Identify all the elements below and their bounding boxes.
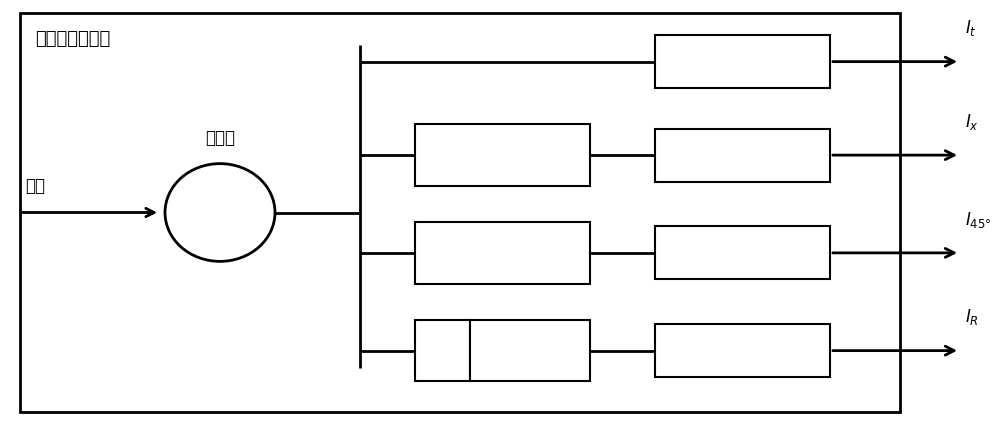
Text: $I_R$: $I_R$ [965,307,979,327]
Text: $\lambda$/4: $\lambda$/4 [430,342,455,359]
Text: 光电转探器: 光电转探器 [718,146,768,164]
Text: 耦合器: 耦合器 [205,129,235,147]
Text: $I_{45°}$: $I_{45°}$ [965,210,991,230]
Bar [655,324,830,377]
Bar [415,125,590,186]
Text: 45°检偏器: 45°检偏器 [473,244,532,262]
Bar [470,320,590,382]
Text: 斯托克斯分析仪: 斯托克斯分析仪 [35,30,110,48]
Ellipse shape [165,164,275,261]
Text: 45°检偏器: 45°检偏器 [503,343,557,358]
Bar [655,226,830,280]
Bar [415,222,590,284]
Bar [655,35,830,88]
Text: 光电转探器: 光电转探器 [718,53,768,71]
Text: 0°检偏器: 0°检偏器 [478,146,527,164]
Text: $I_t$: $I_t$ [965,18,977,38]
Text: 输入: 输入 [25,178,45,196]
Bar [415,320,470,382]
Bar [655,129,830,182]
Bar [20,13,900,412]
Text: 光电转探器: 光电转探器 [718,342,768,360]
Text: $I_x$: $I_x$ [965,112,979,132]
Text: 光电转探器: 光电转探器 [718,244,768,262]
